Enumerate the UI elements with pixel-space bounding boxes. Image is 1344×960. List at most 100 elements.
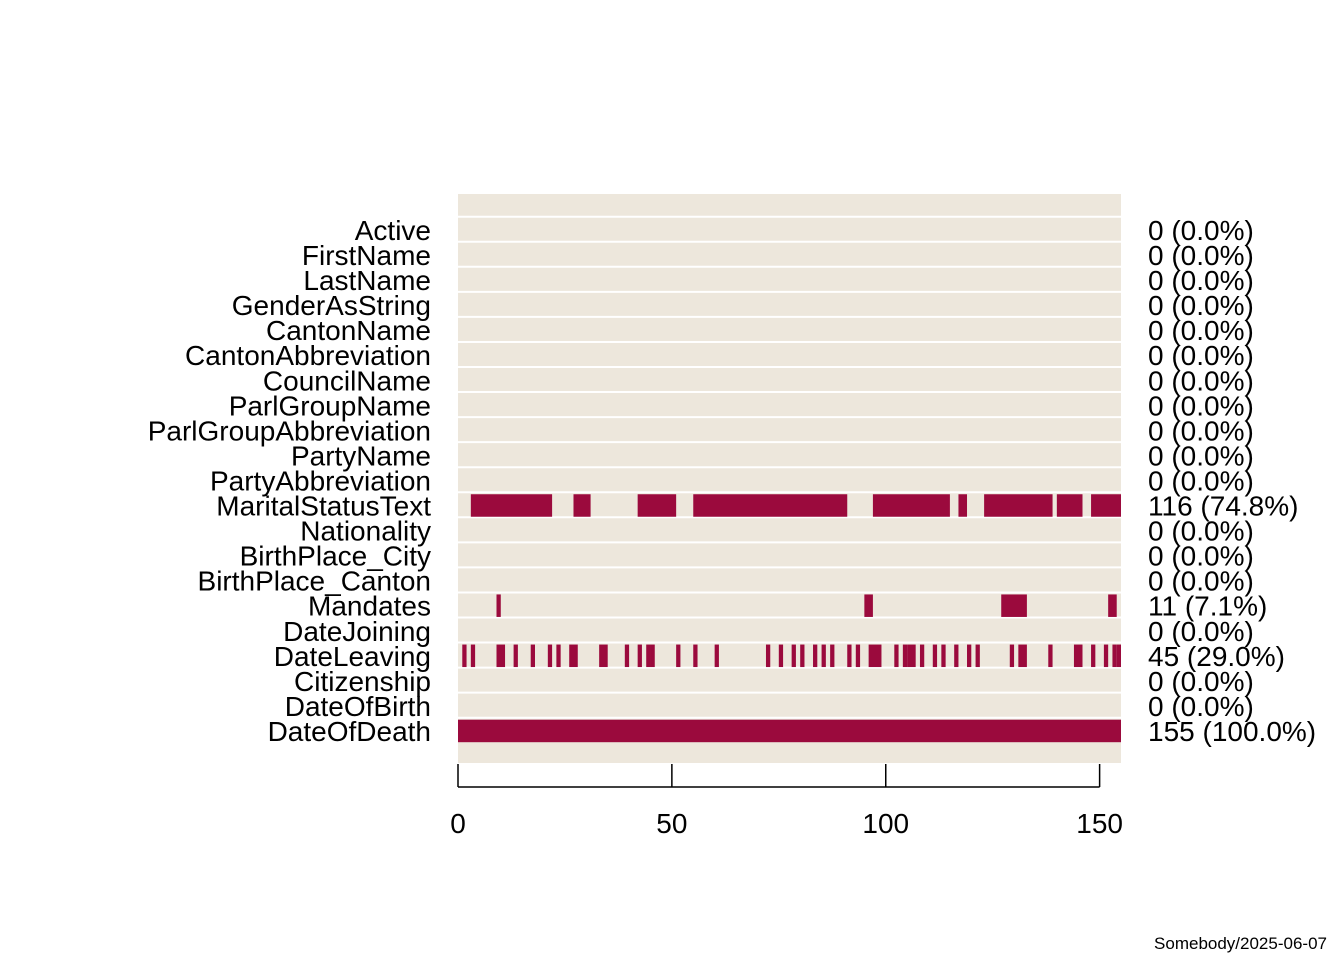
missing-segment — [821, 644, 826, 668]
missing-segment — [646, 644, 651, 668]
variable-label: DateJoining — [283, 616, 431, 647]
missing-segment — [958, 494, 968, 517]
variable-label: BirthPlace_City — [240, 541, 431, 572]
variable-label: CantonAbbreviation — [185, 340, 431, 371]
missing-segment — [1091, 494, 1121, 517]
variable-label: PartyName — [291, 440, 431, 471]
missing-segment — [894, 644, 899, 668]
missing-segment — [941, 644, 946, 668]
missing-bars — [458, 494, 1121, 743]
missing-segment — [1001, 594, 1027, 617]
missing-segment — [868, 644, 882, 668]
summary-label: 0 (0.0%) — [1148, 265, 1254, 296]
missing-segment — [907, 644, 916, 668]
summary-label: 0 (0.0%) — [1148, 365, 1254, 396]
missing-segment — [765, 644, 771, 668]
missing-segment — [800, 644, 805, 668]
missing-segment — [1073, 644, 1083, 668]
summary-label: 11 (7.1%) — [1148, 591, 1267, 622]
missing-segment — [637, 644, 642, 668]
missing-segment — [676, 644, 681, 668]
variable-label: CantonName — [266, 315, 431, 346]
missing-segment — [458, 719, 1121, 743]
missing-segment — [693, 644, 698, 668]
missing-segment — [975, 644, 980, 668]
x-tick-label: 150 — [1076, 808, 1123, 839]
summary-label: 0 (0.0%) — [1148, 440, 1254, 471]
caption: Somebody/2025-06-07 — [1154, 934, 1327, 953]
variable-label: GenderAsString — [232, 290, 431, 321]
missing-segment — [599, 644, 608, 668]
missing-segment — [954, 644, 959, 668]
variable-label: BirthPlace_Canton — [198, 566, 431, 597]
missing-segment — [872, 494, 950, 517]
summary-label: 0 (0.0%) — [1148, 215, 1254, 246]
x-axis: 0 50 100 150 — [450, 764, 1123, 839]
missing-segment — [1108, 594, 1117, 617]
missing-segment — [1048, 644, 1053, 668]
variable-label: Citizenship — [294, 666, 431, 697]
summary-label: 0 (0.0%) — [1148, 516, 1254, 547]
variable-label: DateLeaving — [274, 641, 431, 672]
summary-label: 0 (0.0%) — [1148, 566, 1254, 597]
missing-segment — [513, 644, 518, 668]
missing-segment — [1091, 644, 1096, 668]
variable-label: ParlGroupName — [229, 390, 431, 421]
missing-segment — [984, 494, 1053, 517]
missing-segment — [1112, 644, 1117, 668]
missing-segment — [1116, 644, 1121, 668]
summary-label: 116 (74.8%) — [1148, 491, 1298, 522]
variable-label: FirstName — [302, 240, 431, 271]
variable-label: Mandates — [308, 591, 431, 622]
summary-label: 0 (0.0%) — [1148, 465, 1254, 496]
variable-label: DateOfDeath — [268, 716, 431, 747]
missing-segment — [693, 494, 848, 517]
variable-label: CouncilName — [263, 365, 431, 396]
summary-label: 0 (0.0%) — [1148, 240, 1254, 271]
missing-segment — [932, 644, 938, 668]
missing-segment — [1103, 644, 1109, 668]
missing-segment — [530, 644, 535, 668]
summary-label: 0 (0.0%) — [1148, 390, 1254, 421]
x-tick-label: 100 — [862, 808, 909, 839]
variable-labels: ActiveFirstNameLastNameGenderAsStringCan… — [148, 215, 431, 747]
summary-labels: 0 (0.0%)0 (0.0%)0 (0.0%)0 (0.0%)0 (0.0%)… — [1148, 215, 1316, 747]
missing-segment — [547, 644, 553, 668]
missing-segment — [573, 494, 591, 517]
summary-label: 0 (0.0%) — [1148, 340, 1254, 371]
missing-segment — [569, 644, 578, 668]
missing-segment — [650, 644, 655, 668]
summary-label: 0 (0.0%) — [1148, 666, 1254, 697]
summary-label: 0 (0.0%) — [1148, 691, 1254, 722]
missing-segment — [967, 644, 972, 668]
variable-label: PartyAbbreviation — [210, 465, 431, 496]
summary-label: 0 (0.0%) — [1148, 541, 1254, 572]
missing-segment — [496, 594, 501, 617]
missing-segment — [919, 644, 925, 668]
missing-segment — [813, 644, 818, 668]
variable-label: ParlGroupAbbreviation — [148, 415, 431, 446]
row-separators — [458, 215, 1121, 719]
variable-label: DateOfBirth — [285, 691, 431, 722]
summary-label: 45 (29.0%) — [1148, 641, 1285, 672]
missing-segment — [1009, 644, 1015, 668]
missing-segment — [496, 644, 506, 668]
missing-segment — [1056, 494, 1083, 517]
summary-label: 0 (0.0%) — [1148, 315, 1254, 346]
missing-segment — [1018, 644, 1027, 668]
missing-segment — [830, 644, 835, 668]
x-tick-label: 0 — [450, 808, 466, 839]
missing-segment — [470, 494, 553, 517]
missing-segment — [470, 644, 476, 668]
x-tick-label: 50 — [656, 808, 687, 839]
missing-segment — [847, 644, 852, 668]
summary-label: 0 (0.0%) — [1148, 415, 1254, 446]
missing-segment — [791, 644, 796, 668]
variable-label: Nationality — [300, 516, 431, 547]
missing-segment — [778, 644, 784, 668]
summary-label: 0 (0.0%) — [1148, 290, 1254, 321]
plot-background — [458, 194, 1121, 763]
missing-segment — [855, 644, 861, 668]
missing-segment — [902, 644, 908, 668]
